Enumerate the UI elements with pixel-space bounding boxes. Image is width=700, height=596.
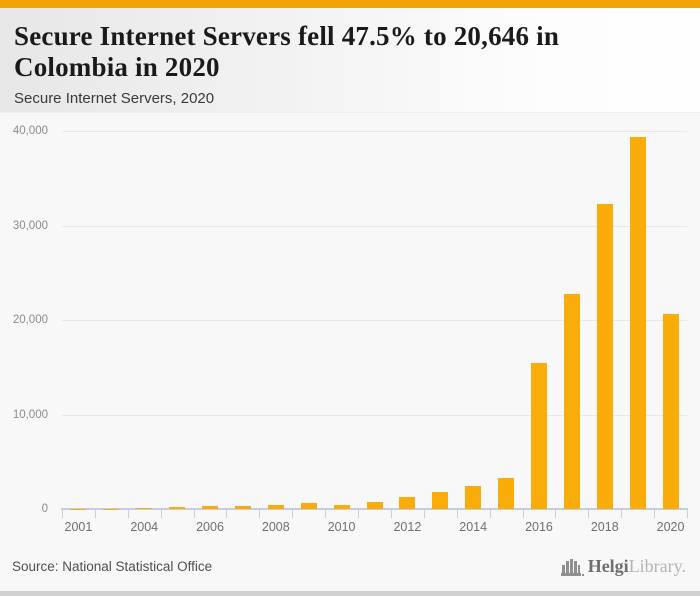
x-axis-tick-label: 2001 [64,520,93,534]
brand-name-bold: Helgi [587,555,629,576]
y-axis-tick-label: 30,000 [12,219,48,232]
x-axis-tick [226,509,228,518]
bar-2017 [563,294,580,509]
x-axis-tick [654,509,656,518]
bar-2011 [366,502,383,509]
bar-2020 [662,313,679,509]
x-axis-tick-label: 2014 [459,520,488,534]
x-axis-tick [292,509,294,518]
x-axis-tick-label: 2012 [393,520,422,534]
x-axis-tick [160,509,162,518]
x-axis-tick [456,509,458,518]
bar-2010 [333,504,350,509]
x-axis-tick [259,509,261,518]
bar-2007 [234,505,251,509]
bar-2019 [629,137,646,509]
x-axis-tick [687,509,688,518]
bar-2018 [596,203,613,509]
brand-name: HelgiLibrary. [588,556,686,577]
bar-2015 [498,478,515,509]
x-axis-tick [555,509,557,518]
y-gridline [62,131,687,132]
bar-2016 [530,363,547,509]
x-axis-tick-label: 2018 [590,520,619,534]
x-axis-tick [423,509,425,518]
page-title: Secure Internet Servers fell 47.5% to 20… [14,21,560,82]
bar-chart: 0 10,000 20,000 30,000 40,000 2001 2004 2006 200… [0,113,700,538]
chart-header: Secure Internet Servers fell 47.5% to 20… [0,8,700,113]
bar-2013 [432,491,449,509]
x-axis-tick-label: 2010 [327,520,356,534]
x-axis-tick [193,509,195,518]
brand-logo: HelgiLibrary. [560,556,686,577]
y-axis-tick-label: 10,000 [12,408,48,421]
bar-2012 [399,496,416,509]
x-axis-tick-label: 2004 [130,520,159,534]
x-axis-tick [325,509,327,518]
chart-subtitle: Secure Internet Servers, 2020 [14,90,215,107]
y-axis-tick-label: 0 [41,503,48,515]
x-axis-tick-label: 2008 [261,520,290,534]
x-axis-tick [489,509,491,518]
bottom-strip [0,591,700,596]
x-axis-tick-label: 2006 [196,520,224,534]
bar-2004 [136,508,153,509]
x-axis-tick-label: 2016 [525,520,553,534]
x-axis-line [61,508,688,510]
bar-2014 [465,485,482,509]
x-axis-tick [588,509,590,518]
helgi-logo-icon [560,558,584,576]
y-axis-tick-label: 40,000 [12,125,48,137]
bar-2005 [169,507,186,509]
x-axis-tick [390,509,392,518]
bar-2008 [267,504,284,509]
y-gridline [62,414,687,416]
bar-2006 [202,505,219,509]
brand-top-bar [0,0,700,8]
y-gridline [62,225,687,227]
brand-name-light: Library. [628,555,686,576]
x-axis-tick [94,509,96,518]
x-axis-tick [62,509,63,518]
source-note: Source: National Statistical Office [12,558,213,574]
x-axis-tick [127,509,129,518]
x-axis-tick [358,509,360,518]
x-axis-tick-label: 2020 [656,520,685,534]
bar-2009 [300,503,317,509]
y-gridline [62,320,687,321]
x-axis-tick [522,509,524,518]
y-axis-tick-label: 20,000 [12,314,48,326]
x-axis-tick [621,509,623,518]
chart-footer: Source: National Statistical Office Helg… [0,541,700,591]
